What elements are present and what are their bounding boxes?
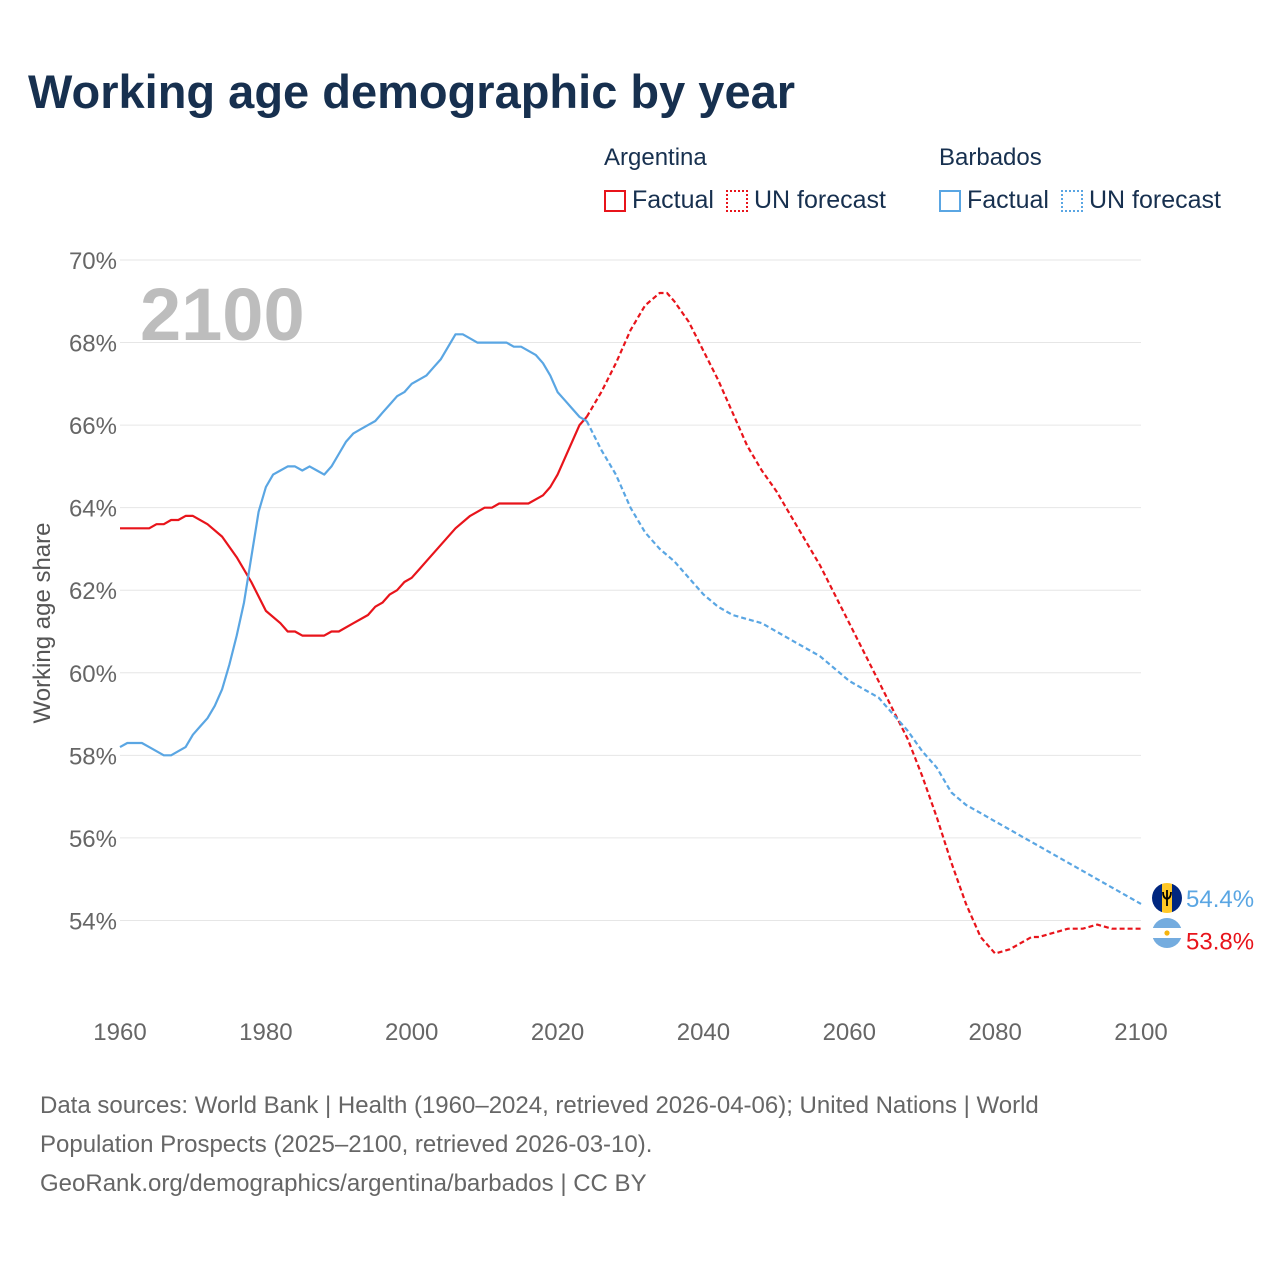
legend-group-argentina: Argentina Factual UN forecast <box>604 140 886 214</box>
y-tick-label: 62% <box>69 578 117 605</box>
data-sources: Data sources: World Bank | Health (1960–… <box>40 1086 1240 1203</box>
legend-item-label: Factual <box>632 186 714 214</box>
legend-item-label: UN forecast <box>1088 186 1221 214</box>
y-tick-label: 56% <box>69 826 117 853</box>
x-tick-label: 2080 <box>968 1019 1021 1046</box>
legend-item-label: Factual <box>967 186 1049 214</box>
gridlines <box>120 259 1141 921</box>
legend-swatch-dotted <box>725 189 748 212</box>
y-tick-label: 58% <box>69 743 117 770</box>
y-tick-label: 64% <box>69 496 117 523</box>
end-label-argentina: 53.8% <box>1186 929 1254 956</box>
y-tick-labels: 54% 56% 58% 60% 62% 64% 66% 68% 70% <box>69 248 117 935</box>
x-tick-label: 2100 <box>1114 1019 1167 1046</box>
legend-swatch-dotted <box>1060 189 1083 212</box>
series-line-argentina-factual <box>120 416 588 637</box>
x-tick-label: 1980 <box>239 1019 292 1046</box>
sources-link[interactable]: GeoRank.org/demographics/argentina/barba… <box>40 1170 647 1197</box>
end-label-barbados: 54.4% <box>1186 886 1254 913</box>
x-tick-label: 1960 <box>93 1019 146 1046</box>
series-lines <box>119 291 1142 955</box>
series-line-argentina-forecast <box>585 291 1141 955</box>
legend-item-argentina-factual[interactable]: Factual <box>604 186 714 215</box>
sources-line: Population Prospects (2025–2100, retriev… <box>40 1131 653 1158</box>
y-tick-label: 68% <box>69 331 117 358</box>
x-tick-label: 2040 <box>677 1019 730 1046</box>
end-labels: 54.4% 53.8% <box>1186 886 1254 956</box>
legend-item-barbados-forecast[interactable]: UN forecast <box>1060 186 1221 215</box>
year-label: 2100 <box>140 273 305 356</box>
series-line-barbados-forecast <box>585 420 1142 905</box>
legend-item-label: UN forecast <box>753 186 886 214</box>
x-tick-labels: 1960 1980 2000 2020 2040 2060 2080 2100 <box>93 1019 1167 1046</box>
y-tick-label: 70% <box>69 248 117 275</box>
barbados-flag-icon <box>1152 883 1182 913</box>
legend-swatch-solid <box>604 189 626 212</box>
y-tick-label: 66% <box>69 413 117 440</box>
legend-group-barbados: Barbados Factual UN forecast <box>939 140 1221 214</box>
legend-group-title: Barbados <box>939 144 1042 171</box>
legend-group-title: Argentina <box>604 144 707 171</box>
x-tick-label: 2020 <box>531 1019 584 1046</box>
y-tick-label: 54% <box>69 908 117 935</box>
legend: Argentina Factual UN forecast Barbados F… <box>604 140 1264 220</box>
argentina-flag-icon <box>1152 918 1182 948</box>
line-chart: 54% 56% 58% 60% 62% 64% 66% 68% 70% 1960 1980 2000… <box>69 248 1254 1046</box>
legend-item-barbados-factual[interactable]: Factual <box>939 186 1049 215</box>
chart-title: Working age demographic by year <box>28 65 796 118</box>
legend-swatch-solid <box>939 189 961 212</box>
x-tick-label: 2000 <box>385 1019 438 1046</box>
x-tick-label: 2060 <box>823 1019 876 1046</box>
series-line-barbados-factual <box>119 333 588 757</box>
sources-line: Data sources: World Bank | Health (1960–… <box>40 1092 1039 1119</box>
legend-item-argentina-forecast[interactable]: UN forecast <box>725 186 886 215</box>
y-tick-label: 60% <box>69 661 117 688</box>
